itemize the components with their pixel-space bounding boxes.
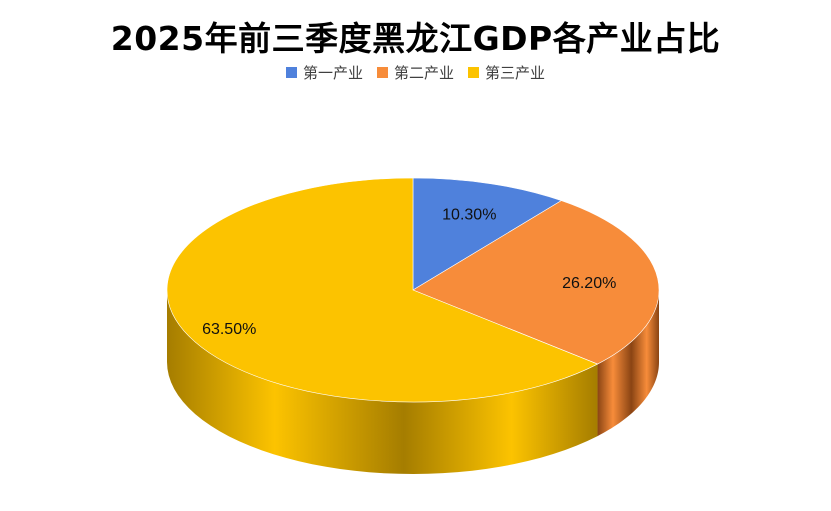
legend: 第一产业 第二产业 第三产业 — [0, 62, 831, 83]
chart-title: 2025年前三季度黑龙江GDP各产业占比 — [110, 19, 721, 58]
pie-slice-primary — [412, 177, 563, 291]
pie-side-walls — [167, 290, 659, 474]
legend-swatch-secondary — [376, 67, 388, 78]
pie-slice-secondary — [412, 200, 660, 365]
data-label-primary: 10.30% — [442, 207, 496, 224]
pie-side-secondary — [597, 290, 659, 437]
legend-label-primary: 第一产业 — [302, 64, 363, 82]
pie-side-tertiary — [167, 290, 598, 474]
legend-item-secondary-industry: 第二产业 — [376, 62, 454, 83]
pie-slice-tertiary — [166, 177, 599, 403]
legend-swatch-tertiary — [468, 67, 479, 78]
data-label-secondary: 26.20% — [562, 275, 616, 292]
data-label-tertiary: 63.50% — [202, 321, 256, 338]
legend-label-secondary: 第二产业 — [393, 64, 454, 82]
pie-data-labels: 10.30% 26.20% 63.50% — [202, 207, 616, 338]
legend-item-tertiary-industry: 第三产业 — [468, 62, 545, 83]
pie-top-faces — [166, 177, 660, 403]
legend-item-primary-industry: 第一产业 — [285, 62, 363, 83]
legend-label-tertiary: 第三产业 — [485, 64, 546, 82]
legend-swatch-primary — [285, 67, 297, 78]
